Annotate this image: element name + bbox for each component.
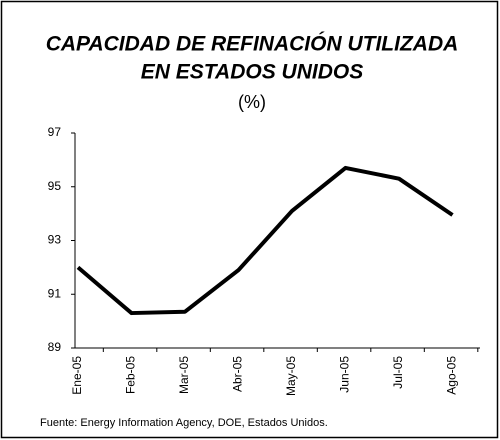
x-tick-label: Ene-05 xyxy=(70,356,84,395)
x-tick-label: Feb-05 xyxy=(124,356,138,394)
x-tick-label: Jul-05 xyxy=(391,356,405,389)
x-tick-label: Jun-05 xyxy=(338,356,352,393)
x-tick-label: Ago-05 xyxy=(445,356,459,395)
x-tick-label: Abr-05 xyxy=(231,356,245,392)
chart-title: CAPACIDAD DE REFINACIÓN UTILIZADA xyxy=(46,32,459,56)
y-tick-label: 95 xyxy=(48,179,62,193)
x-tick-label: Mar-05 xyxy=(177,356,191,394)
x-tick-label: May-05 xyxy=(284,356,298,396)
chart-subtitle: (%) xyxy=(238,92,266,112)
source-note: Fuente: Energy Information Agency, DOE, … xyxy=(40,417,328,429)
y-tick-label: 97 xyxy=(48,125,62,139)
y-tick-label: 93 xyxy=(48,233,62,247)
y-tick-label: 91 xyxy=(48,286,62,300)
y-tick-label: 89 xyxy=(48,340,62,354)
chart-title: EN ESTADOS UNIDOS xyxy=(141,61,363,84)
line xyxy=(76,165,454,316)
